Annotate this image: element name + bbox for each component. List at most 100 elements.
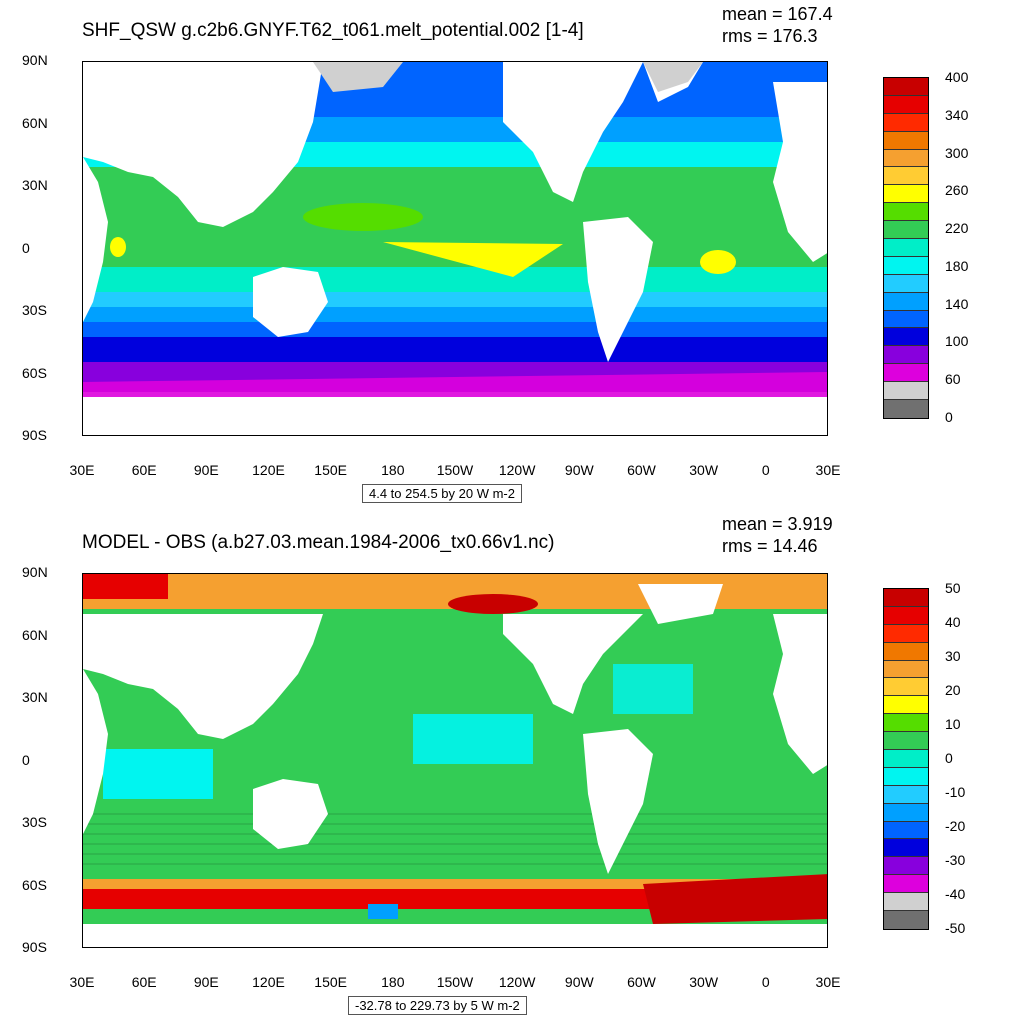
colorbar-label: 40 — [945, 614, 961, 630]
colorbar-swatch — [884, 400, 928, 418]
colorbar-swatch — [884, 239, 928, 257]
map-plot — [82, 573, 828, 948]
latitude-tick-label: 90S — [22, 427, 47, 443]
mean-value: mean = 167.4 — [722, 4, 833, 24]
longitude-tick-label: 150W — [436, 462, 474, 478]
colorbar-swatch — [884, 839, 928, 858]
latitude-tick-label: 90N — [22, 564, 48, 580]
colorbar-label: 50 — [945, 580, 961, 596]
colorbar-label: -10 — [945, 784, 966, 800]
colorbar-label: -40 — [945, 886, 966, 902]
longitude-tick-label: 30W — [689, 462, 719, 478]
longitude-tick-label: 60E — [131, 462, 157, 478]
latitude-tick-label: 30N — [22, 177, 48, 193]
colorbar-swatch — [884, 221, 928, 240]
colorbar-swatch — [884, 328, 928, 347]
colorbar-swatch — [884, 95, 928, 114]
longitude-tick-label: 30E — [69, 462, 95, 478]
colorbar-swatch — [884, 78, 928, 96]
colorbar-swatch — [884, 803, 928, 822]
latitude-tick-label: 60S — [22, 364, 47, 381]
plot-title: SHF_QSW g.c2b6.GNYF.T62_t061.melt_potent… — [82, 20, 584, 41]
longitude-tick-label: 60W — [627, 462, 656, 478]
longitude-tick-label: 120W — [498, 462, 536, 478]
longitude-tick-label: 0 — [761, 462, 770, 478]
contour-interval-note: -32.78 to 229.73 by 5 W m-2 — [348, 996, 527, 1015]
latitude-tick-label: 30S — [22, 814, 47, 830]
colorbar-swatch — [884, 821, 928, 840]
colorbar-swatch — [884, 113, 928, 132]
colorbar-swatch — [884, 149, 928, 168]
colorbar — [883, 588, 929, 930]
longitude-tick-label: 0 — [761, 974, 770, 990]
latitude-tick-label: 90N — [22, 52, 48, 68]
longitude-tick-label: 120E — [252, 462, 285, 478]
colorbar-label: 260 — [945, 182, 969, 199]
longitude-tick-label: 120E — [252, 974, 285, 990]
latitude-tick-label: 60N — [22, 626, 48, 643]
colorbar-swatch — [884, 911, 928, 929]
colorbar-label: 300 — [945, 144, 969, 161]
shf-qsw-panel: SHF_QSW g.c2b6.GNYF.T62_t061.melt_potent… — [22, 4, 969, 503]
longitude-tick-label: 30E — [815, 974, 841, 990]
latitude-tick-label: 0 — [22, 751, 30, 768]
colorbar-swatch — [884, 660, 928, 679]
colorbar-swatch — [884, 857, 928, 876]
colorbar-swatch — [884, 893, 928, 912]
contour-interval-note: 4.4 to 254.5 by 20 W m-2 — [362, 484, 522, 503]
colorbar-swatch — [884, 678, 928, 697]
latitude-tick-label: 60S — [22, 876, 47, 893]
colorbar-swatch — [884, 310, 928, 329]
colorbar-label: -20 — [945, 818, 966, 834]
colorbar-swatch — [884, 167, 928, 186]
latitude-tick-label: 30N — [22, 689, 48, 705]
colorbar-label: 0 — [945, 750, 953, 766]
colorbar-swatch — [884, 606, 928, 625]
longitude-tick-label: 60W — [627, 974, 656, 990]
longitude-tick-label: 150W — [436, 974, 474, 990]
colorbar-label: 400 — [945, 69, 969, 85]
colorbar-label: 0 — [945, 409, 953, 425]
colorbar-label: -50 — [945, 920, 966, 936]
colorbar-label: 10 — [945, 716, 961, 732]
map-plot — [82, 61, 828, 436]
latitude-tick-label: 30S — [22, 302, 47, 318]
colorbar-swatch — [884, 274, 928, 293]
colorbar-label: 140 — [945, 295, 969, 312]
plot-title: MODEL - OBS (a.b27.03.mean.1984-2006_tx0… — [82, 532, 555, 553]
colorbar-label: 180 — [945, 257, 969, 274]
colorbar-swatch — [884, 185, 928, 204]
colorbar-swatch — [884, 364, 928, 383]
colorbar-swatch — [884, 256, 928, 275]
colorbar-swatch — [884, 292, 928, 311]
longitude-tick-label: 90E — [193, 462, 219, 478]
longitude-tick-label: 90W — [564, 462, 594, 478]
difference-map — [83, 574, 827, 947]
colorbar-label: 340 — [945, 106, 969, 123]
rms-value: rms = 176.3 — [722, 26, 818, 46]
longitude-tick-label: 30E — [815, 462, 841, 478]
colorbar-swatch — [884, 750, 928, 768]
colorbar-swatch — [884, 696, 928, 715]
longitude-tick-label: 30W — [689, 974, 719, 990]
longitude-tick-label: 90W — [564, 974, 594, 990]
colorbar-label: -30 — [945, 852, 966, 868]
longitude-tick-label: 60E — [131, 974, 157, 990]
contour-map — [83, 62, 827, 435]
colorbar-swatch — [884, 714, 928, 733]
longitude-tick-label: 150E — [314, 974, 347, 990]
colorbar-swatch — [884, 767, 928, 786]
colorbar-swatch — [884, 785, 928, 804]
colorbar-label: 60 — [945, 371, 961, 388]
longitude-tick-label: 180 — [381, 974, 405, 990]
colorbar-swatch — [884, 642, 928, 661]
longitude-tick-label: 120W — [498, 974, 536, 990]
colorbar-label: 30 — [945, 648, 961, 664]
longitude-tick-label: 150E — [314, 462, 347, 478]
model-obs-panel: MODEL - OBS (a.b27.03.mean.1984-2006_tx0… — [0, 512, 1024, 1024]
mean-value: mean = 3.919 — [722, 514, 833, 534]
colorbar-swatch — [884, 203, 928, 222]
colorbar-swatch — [884, 732, 928, 751]
colorbar-swatch — [884, 346, 928, 365]
colorbar-swatch — [884, 624, 928, 643]
